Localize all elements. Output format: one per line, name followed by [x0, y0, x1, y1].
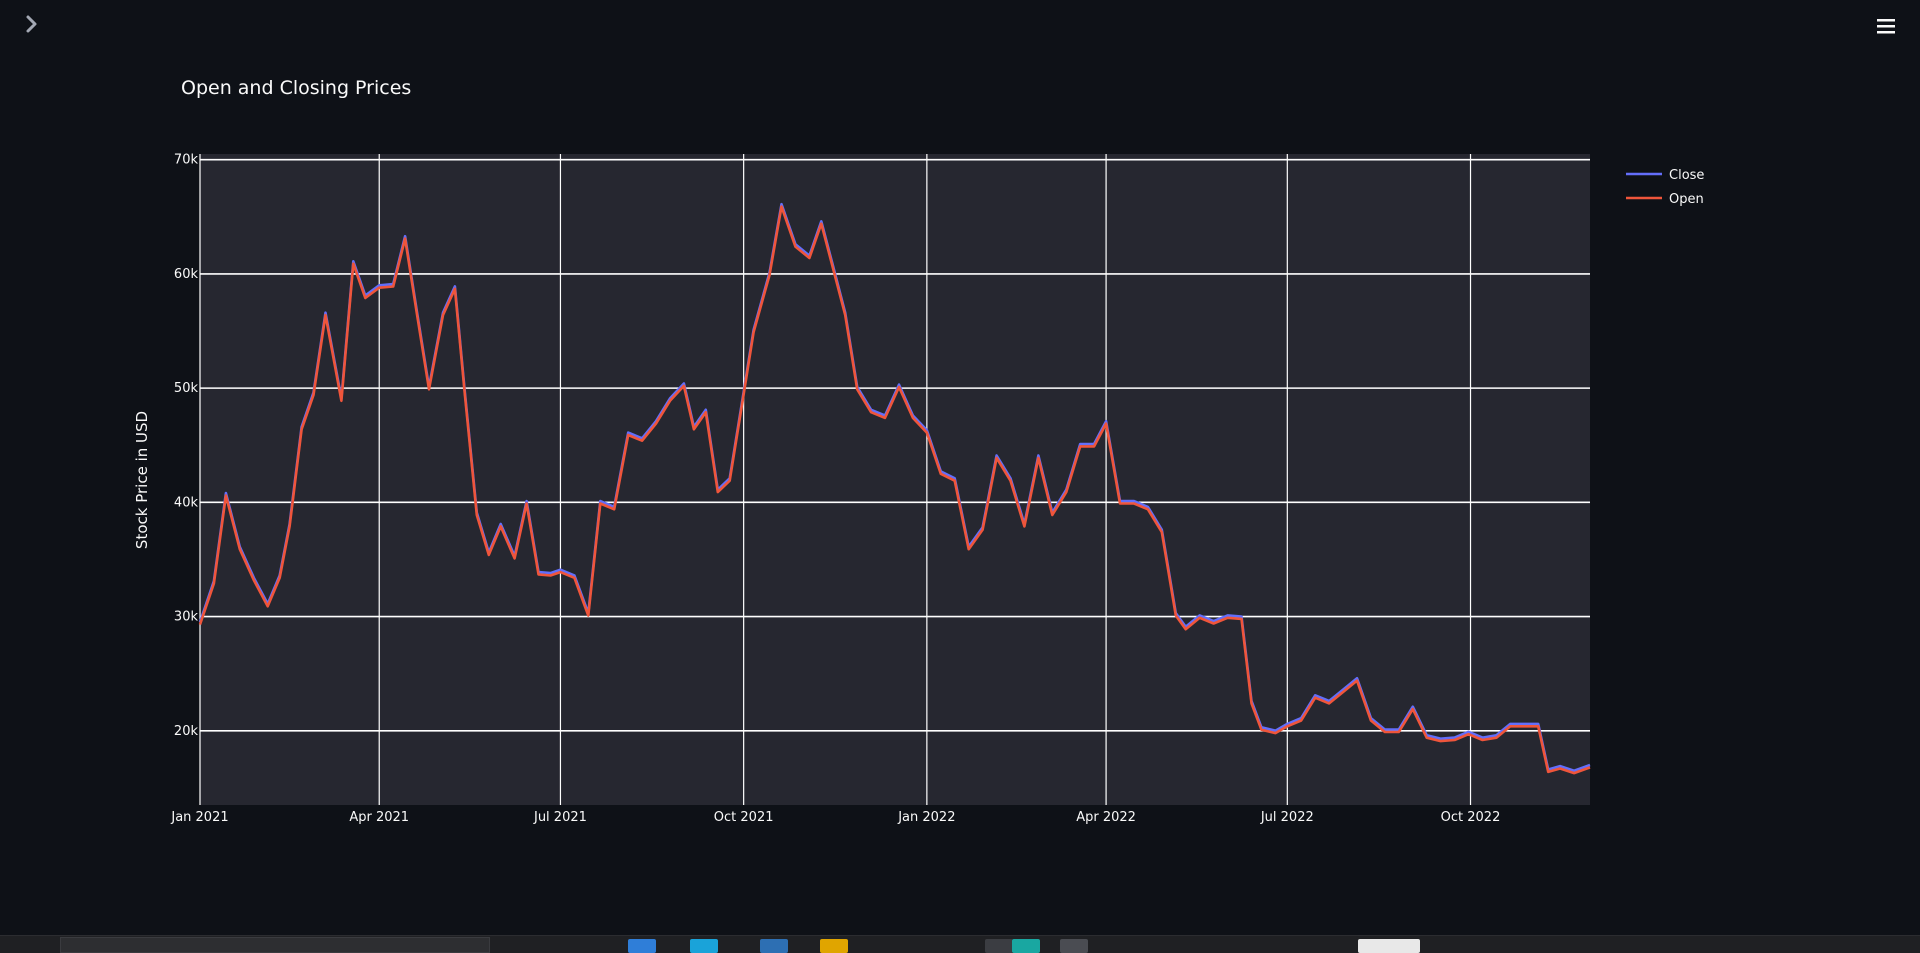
grid-lines — [199, 154, 1590, 805]
taskbar-app-icon[interactable] — [820, 939, 848, 953]
taskbar-app-icon[interactable] — [760, 939, 788, 953]
x-tick-label: Apr 2021 — [349, 810, 409, 825]
x-tick-label: Oct 2022 — [1441, 810, 1501, 825]
taskbar-search[interactable] — [60, 937, 490, 953]
taskbar-app-icon[interactable] — [1060, 939, 1088, 953]
legend-label[interactable]: Open — [1669, 192, 1704, 207]
taskbar-app-icon[interactable] — [1012, 939, 1040, 953]
hamburger-menu-icon — [1877, 19, 1895, 34]
y-tick-label: 30k — [174, 610, 199, 625]
chart-title: Open and Closing Prices — [181, 77, 411, 99]
os-taskbar — [0, 935, 1920, 953]
plot-background — [200, 154, 1590, 805]
series-line-open — [198, 205, 1591, 775]
x-axis-ticks: Jan 2021 Apr 2021 Jul 2021 Oct 2021 Jan 2022… — [170, 810, 1500, 825]
chart-container: Open and Closing Prices Jan 2021 Apr 2021… — [133, 77, 1704, 825]
taskbar-app-icon[interactable] — [628, 939, 656, 953]
x-tick-label: Jan 2021 — [170, 810, 228, 825]
chevron-right-icon — [26, 15, 37, 33]
legend-label[interactable]: Close — [1669, 168, 1704, 183]
taskbar-app-icon[interactable] — [1358, 939, 1420, 953]
taskbar-app-icon[interactable] — [985, 939, 1013, 953]
x-tick-label: Apr 2022 — [1076, 810, 1136, 825]
y-tick-label: 50k — [174, 381, 199, 396]
y-tick-label: 70k — [174, 153, 199, 168]
sidebar-toggle-button[interactable] — [20, 12, 44, 36]
y-axis-label: Stock Price in USD — [133, 411, 151, 549]
y-tick-label: 40k — [174, 495, 199, 510]
x-tick-label: Jul 2022 — [1260, 810, 1314, 825]
legend: Close Open — [1626, 168, 1704, 207]
y-axis-ticks: 20k 30k 40k 50k 60k 70k — [174, 153, 199, 739]
series-lines — [198, 202, 1591, 775]
line-chart: Open and Closing Prices Jan 2021 Apr 2021… — [133, 77, 1704, 825]
x-tick-label: Jan 2022 — [897, 810, 955, 825]
taskbar-app-icon[interactable] — [690, 939, 718, 953]
main-menu-button[interactable] — [1874, 14, 1898, 38]
y-tick-label: 20k — [174, 724, 199, 739]
y-tick-label: 60k — [174, 267, 199, 282]
x-tick-label: Jul 2021 — [533, 810, 587, 825]
x-tick-label: Oct 2021 — [714, 810, 774, 825]
